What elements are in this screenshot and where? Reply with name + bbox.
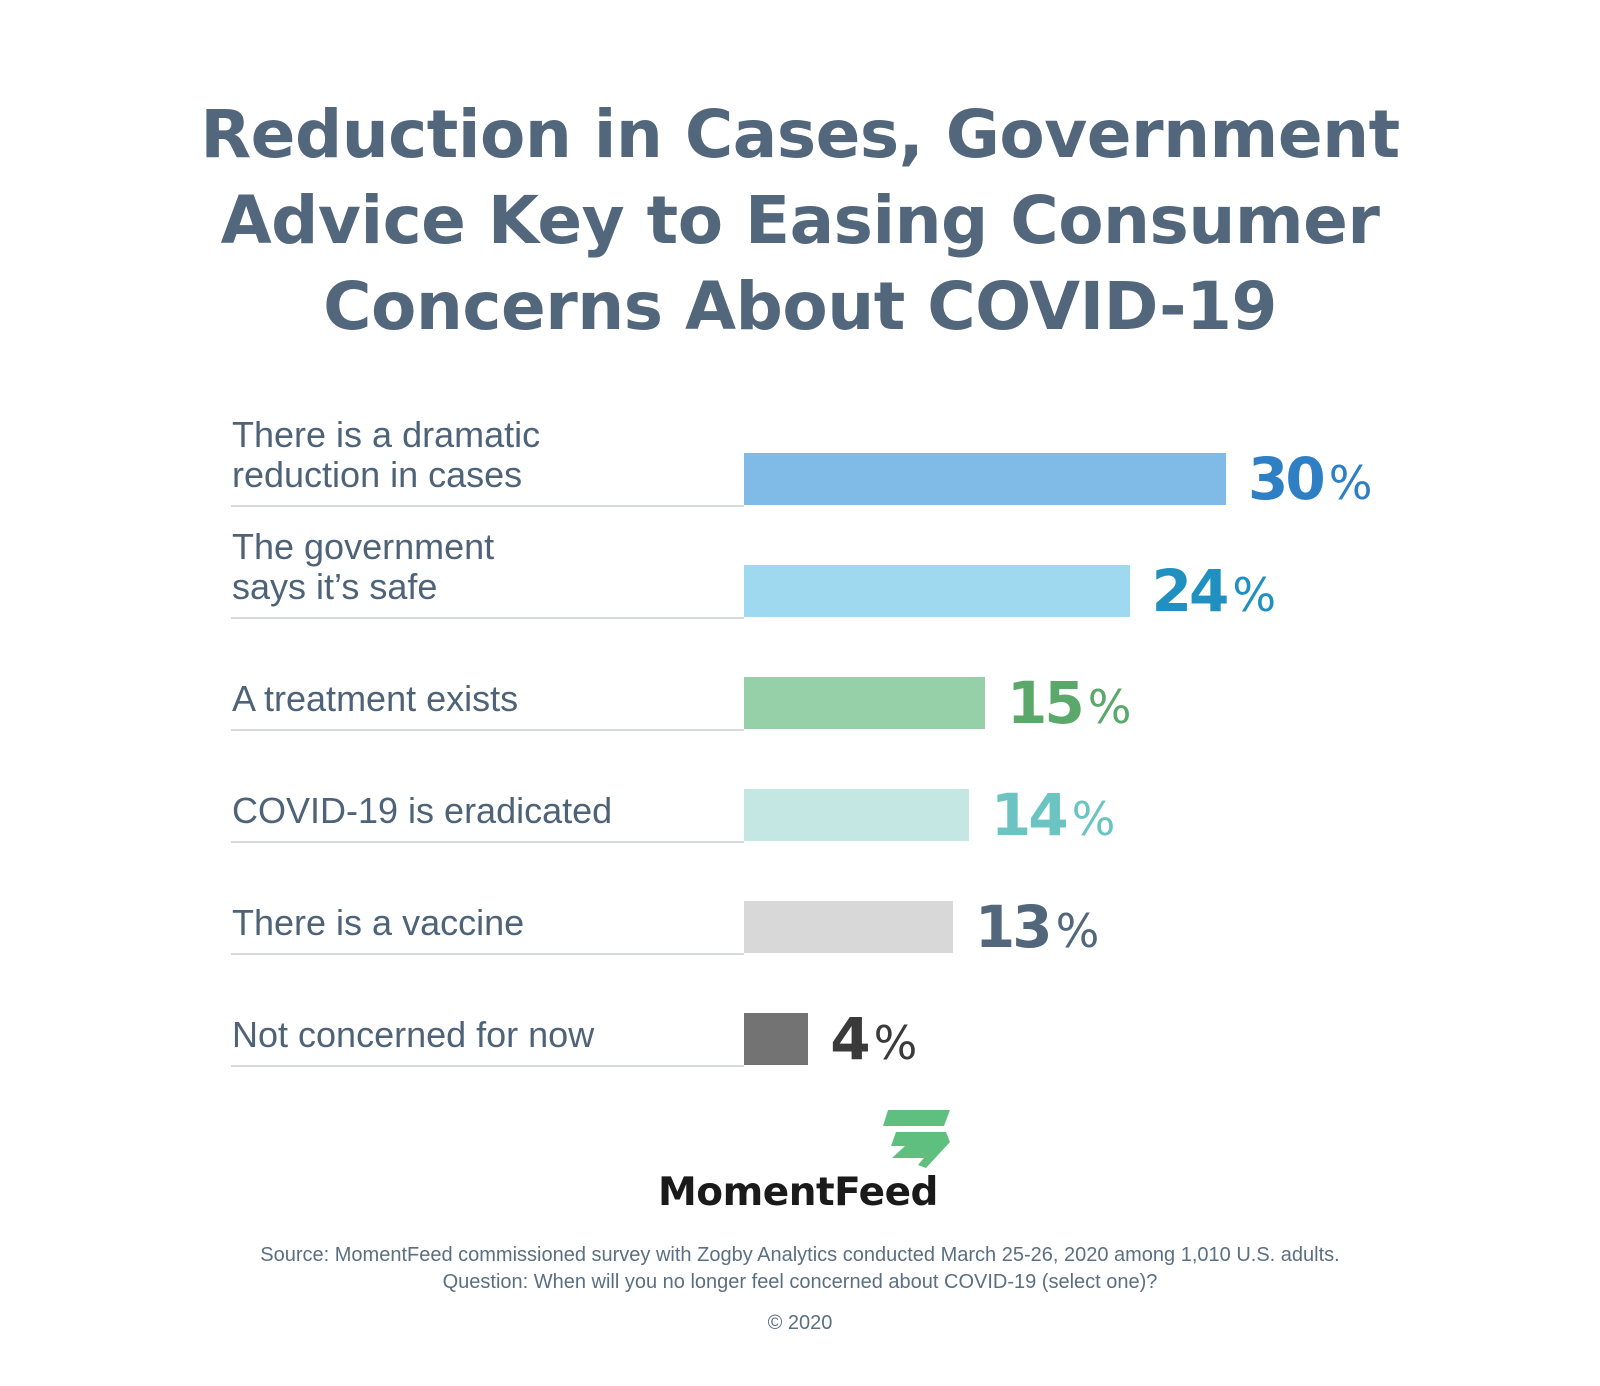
row-divider bbox=[231, 505, 744, 507]
bar bbox=[744, 789, 969, 841]
bar bbox=[744, 677, 985, 729]
source-note: Source: MomentFeed commissioned survey w… bbox=[260, 1244, 1340, 1266]
chart-title-line-1: Reduction in Cases, Government bbox=[200, 96, 1400, 173]
category-label: A treatment exists bbox=[232, 679, 732, 719]
data-label-value: 15 bbox=[1007, 669, 1085, 737]
row-divider bbox=[231, 953, 744, 955]
data-label-unit: % bbox=[1328, 456, 1373, 510]
row-divider bbox=[231, 841, 744, 843]
chart-title-line-2: Advice Key to Easing Consumer bbox=[220, 182, 1380, 259]
data-label: 30% bbox=[1248, 449, 1372, 524]
data-label-unit: % bbox=[1055, 904, 1100, 958]
row-divider bbox=[231, 617, 744, 619]
category-label-line: A treatment exists bbox=[232, 678, 519, 719]
bar bbox=[744, 565, 1130, 617]
bar bbox=[744, 453, 1226, 505]
data-label: 14% bbox=[991, 785, 1115, 860]
category-label: The government says it’s safe bbox=[232, 527, 732, 607]
category-label-line: says it’s safe bbox=[232, 566, 438, 607]
data-label-unit: % bbox=[873, 1016, 918, 1070]
chart-title-line-3: Concerns About COVID-19 bbox=[323, 268, 1277, 345]
data-label-unit: % bbox=[1232, 568, 1277, 622]
data-label-unit: % bbox=[1071, 792, 1116, 846]
category-label: There is a dramatic reduction in cases bbox=[232, 415, 732, 495]
bar bbox=[744, 901, 953, 953]
category-label-line: COVID-19 is eradicated bbox=[232, 790, 613, 831]
data-label-value: 30 bbox=[1248, 445, 1326, 513]
category-label-line: Not concerned for now bbox=[232, 1014, 595, 1055]
category-label: Not concerned for now bbox=[232, 1015, 732, 1055]
category-label: COVID-19 is eradicated bbox=[232, 791, 732, 831]
data-label: 4% bbox=[830, 1009, 917, 1084]
data-label-value: 24 bbox=[1151, 557, 1230, 625]
data-label: 13% bbox=[975, 897, 1099, 972]
momentfeed-logo-icon bbox=[883, 1110, 950, 1168]
category-label-line: There is a vaccine bbox=[232, 902, 525, 943]
question-note: Question: When will you no longer feel c… bbox=[442, 1271, 1158, 1293]
category-label-line: The government bbox=[232, 526, 495, 567]
data-label-value: 14 bbox=[990, 781, 1069, 849]
category-label-line: reduction in cases bbox=[232, 454, 523, 495]
row-divider bbox=[231, 1065, 744, 1067]
data-label: 15% bbox=[1007, 673, 1131, 748]
category-label: There is a vaccine bbox=[232, 903, 732, 943]
logo-text: MomentFeed bbox=[658, 1170, 938, 1215]
data-label: 24% bbox=[1152, 561, 1276, 636]
row-divider bbox=[231, 729, 744, 731]
copyright: © 2020 bbox=[767, 1312, 833, 1334]
bar bbox=[744, 1013, 809, 1065]
data-label-value: 13 bbox=[974, 893, 1053, 961]
category-label-line: There is a dramatic bbox=[232, 414, 541, 455]
data-label-unit: % bbox=[1087, 680, 1132, 734]
chart-title: Reduction in Cases, Government Advice Ke… bbox=[0, 92, 1600, 350]
data-label-value: 4 bbox=[830, 1005, 870, 1073]
